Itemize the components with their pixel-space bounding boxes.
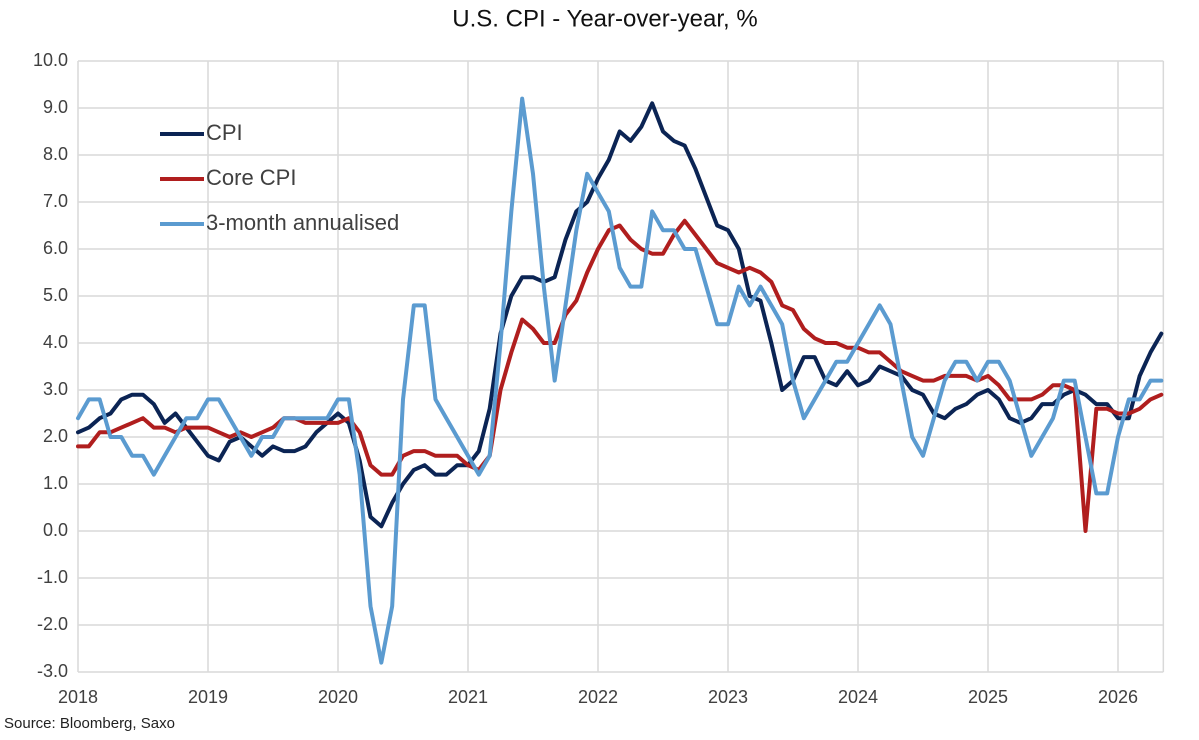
y-tick-label: 8.0 bbox=[43, 144, 68, 164]
y-tick-label: -1.0 bbox=[37, 567, 68, 587]
y-tick-label: 6.0 bbox=[43, 238, 68, 258]
x-tick-label: 2023 bbox=[708, 687, 748, 707]
legend-label: CPI bbox=[206, 120, 243, 145]
series-line bbox=[76, 101, 1164, 529]
x-tick-label: 2018 bbox=[58, 687, 98, 707]
y-tick-label: -2.0 bbox=[37, 614, 68, 634]
x-tick-label: 2021 bbox=[448, 687, 488, 707]
x-tick-label: 2026 bbox=[1098, 687, 1138, 707]
legend-label: 3-month annualised bbox=[206, 210, 399, 235]
y-tick-label: 4.0 bbox=[43, 332, 68, 352]
y-tick-label: 1.0 bbox=[43, 473, 68, 493]
y-tick-label: 10.0 bbox=[33, 50, 68, 70]
source-note: Source: Bloomberg, Saxo bbox=[4, 715, 175, 732]
chart-title: U.S. CPI - Year-over-year, % bbox=[452, 5, 757, 32]
y-tick-label: 7.0 bbox=[43, 191, 68, 211]
x-tick-label: 2020 bbox=[318, 687, 358, 707]
y-tick-label: 0.0 bbox=[43, 520, 68, 540]
x-tick-label: 2024 bbox=[838, 687, 878, 707]
series-line bbox=[76, 218, 1164, 533]
y-tick-label: 3.0 bbox=[43, 379, 68, 399]
x-tick-label: 2022 bbox=[578, 687, 618, 707]
y-tick-label: 2.0 bbox=[43, 426, 68, 446]
y-tick-label: 5.0 bbox=[43, 285, 68, 305]
x-tick-label: 2025 bbox=[968, 687, 1008, 707]
y-tick-label: 9.0 bbox=[43, 97, 68, 117]
legend-label: Core CPI bbox=[206, 165, 296, 190]
series-line bbox=[76, 96, 1164, 665]
x-tick-label: 2019 bbox=[188, 687, 228, 707]
y-tick-label: -3.0 bbox=[37, 661, 68, 681]
legend: CPI Core CPI 3-month annualised bbox=[160, 120, 399, 235]
